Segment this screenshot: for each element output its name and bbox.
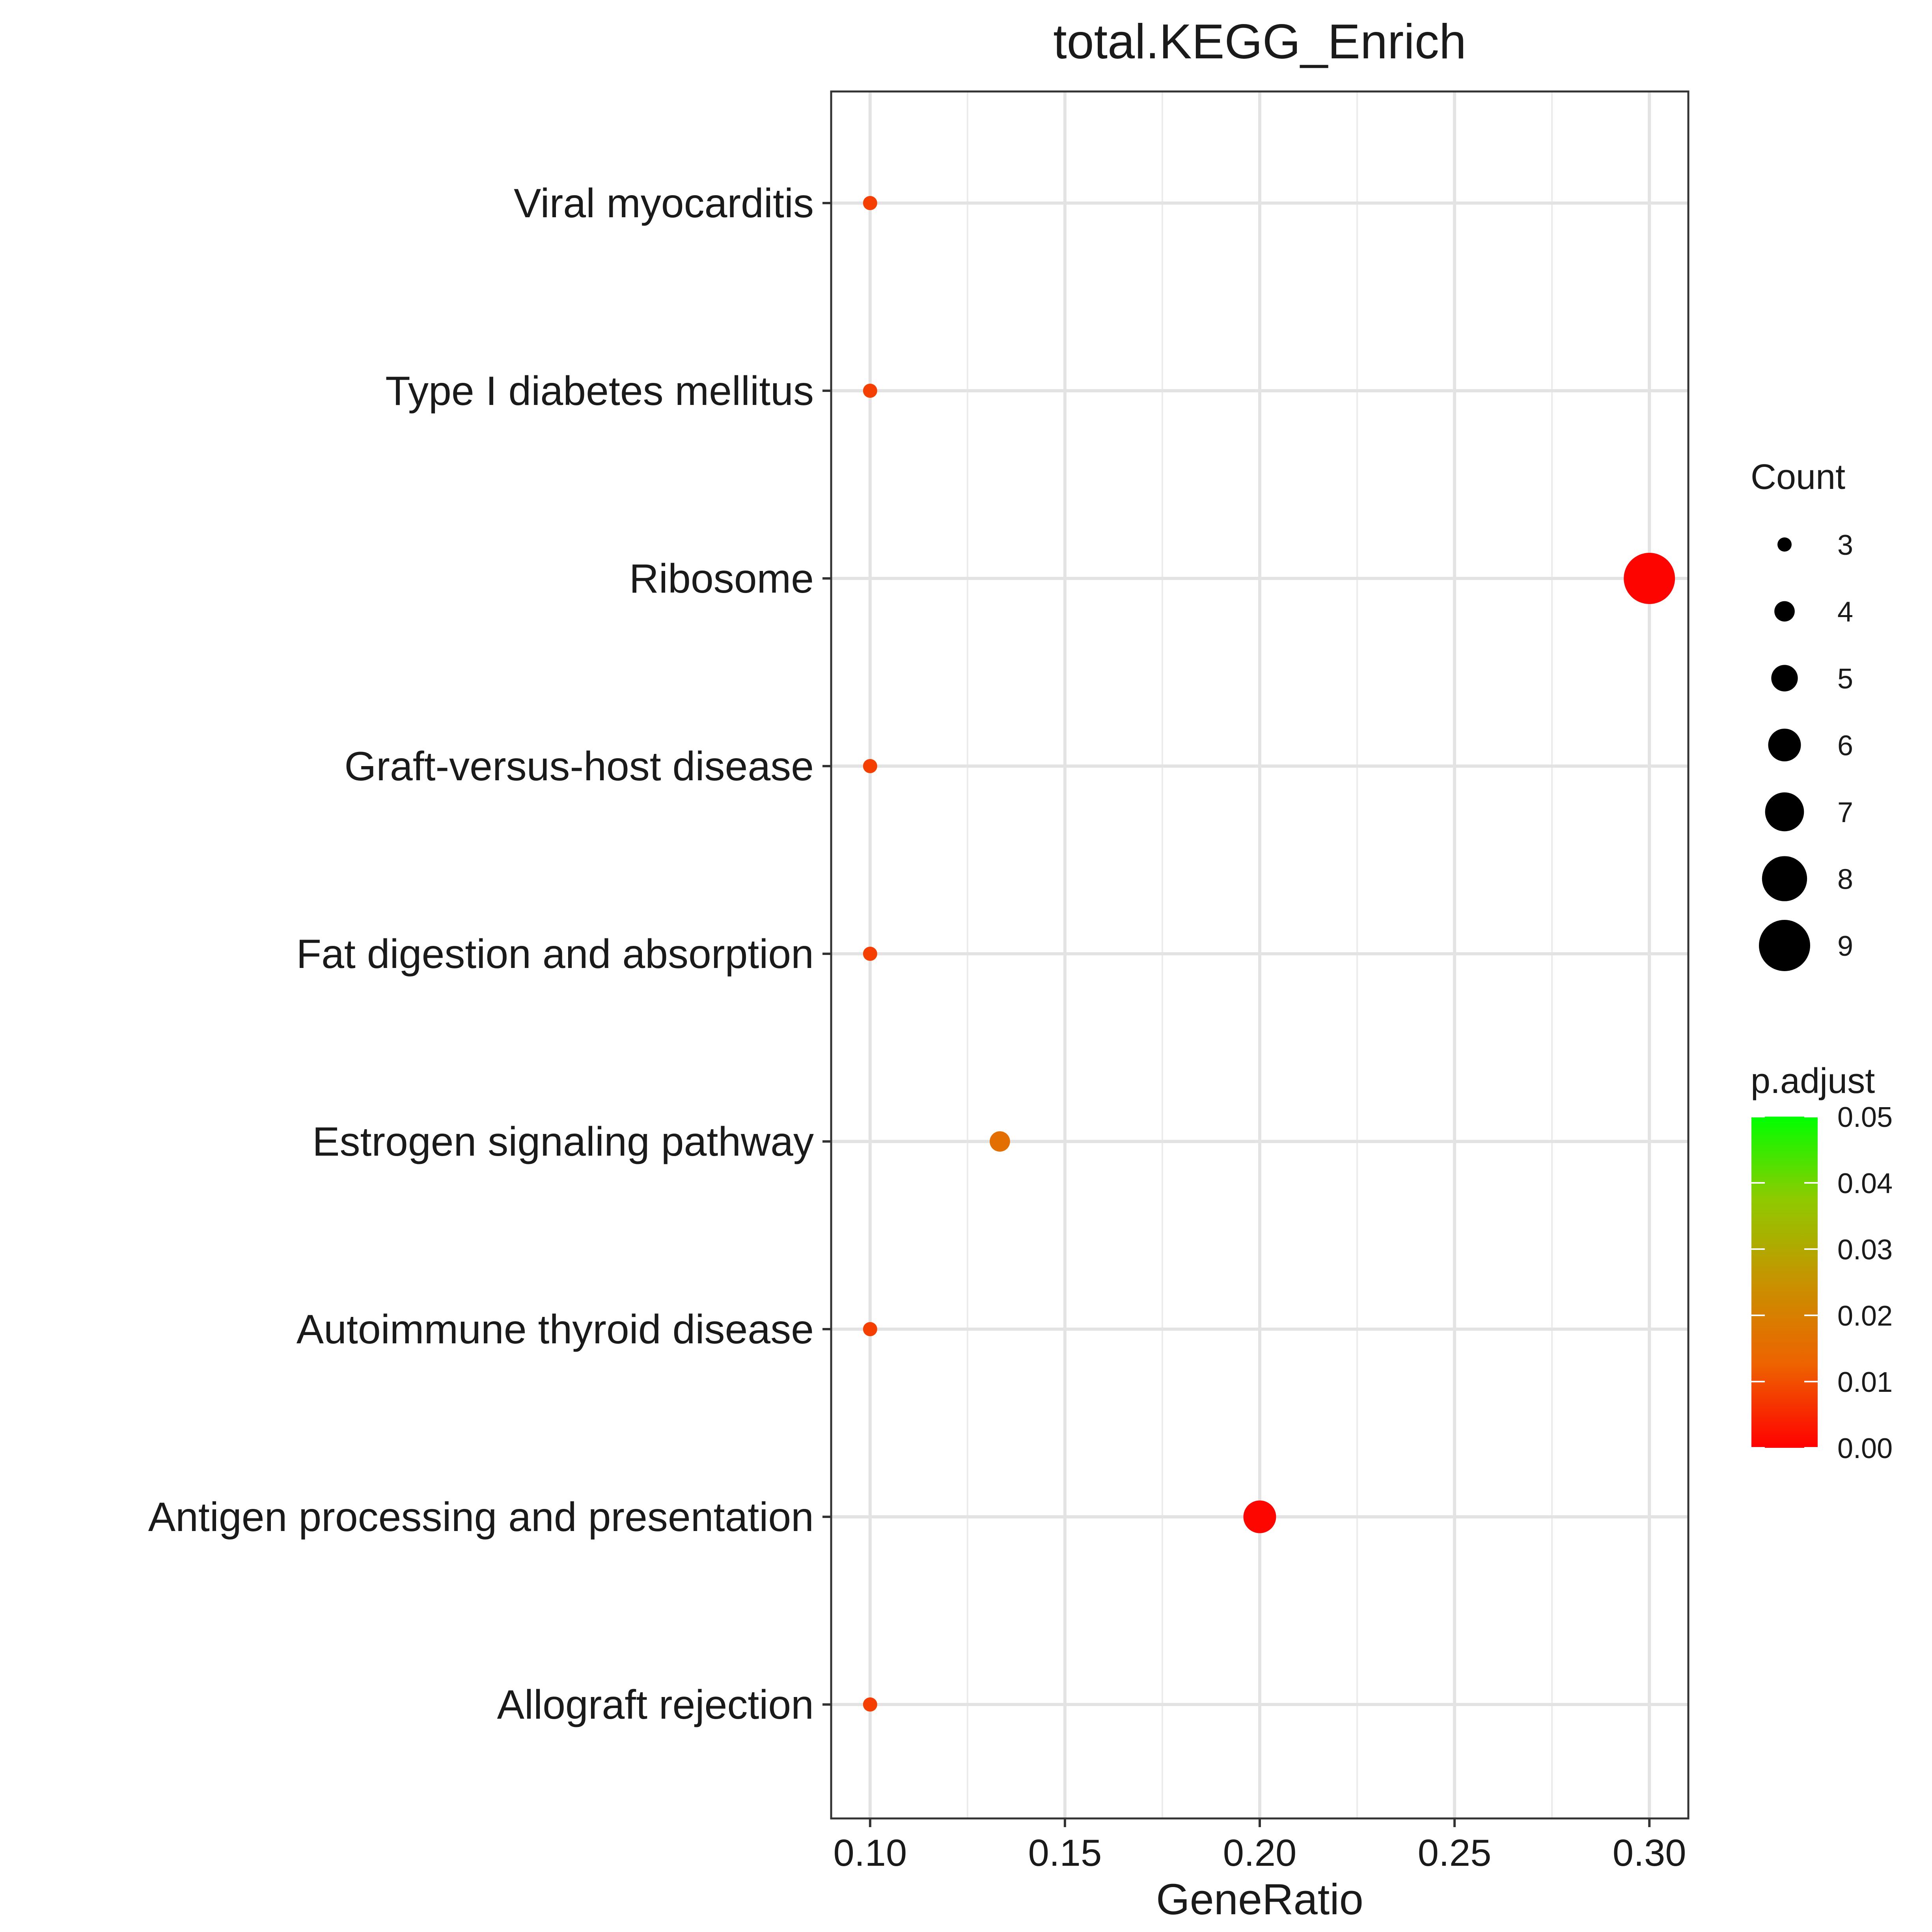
x-axis-label: GeneRatio (1156, 1875, 1363, 1924)
size-legend-dot (1759, 920, 1810, 971)
color-legend: p.adjust 0.05 0.04 0.03 0.02 0.01 0.00 (1751, 1061, 1893, 1464)
y-tick-label: Estrogen signaling pathway (312, 1119, 814, 1165)
color-legend-label: 0.00 (1837, 1433, 1893, 1464)
x-axis: 0.10 0.15 0.20 0.25 0.30 (833, 1818, 1686, 1874)
data-points (863, 196, 1675, 1712)
y-tick-label: Fat digestion and absorption (297, 931, 814, 977)
y-tick-label: Antigen processing and presentation (148, 1494, 814, 1540)
x-tick-label: 0.25 (1418, 1832, 1492, 1874)
color-legend-ticks: 0.05 0.04 0.03 0.02 0.01 0.00 (1751, 1102, 1893, 1464)
data-point (863, 384, 877, 398)
x-tick-label: 0.30 (1613, 1832, 1686, 1874)
color-legend-label: 0.01 (1837, 1367, 1893, 1398)
size-legend-label: 5 (1837, 663, 1853, 695)
grid-lines (831, 91, 1688, 1818)
size-legend: Count 3 4 5 6 7 8 9 (1751, 457, 1853, 971)
size-legend-dot (1768, 729, 1801, 761)
chart-title: total.KEGG_Enrich (1053, 15, 1466, 69)
size-legend-label: 9 (1837, 931, 1853, 962)
color-legend-label: 0.04 (1837, 1168, 1893, 1199)
size-legend-dot (1762, 856, 1807, 901)
color-legend-title: p.adjust (1751, 1061, 1875, 1101)
x-tick-label: 0.20 (1223, 1832, 1297, 1874)
x-tick-label: 0.10 (833, 1832, 907, 1874)
size-legend-dot (1771, 665, 1798, 692)
data-point (1624, 553, 1675, 604)
color-legend-label: 0.05 (1837, 1102, 1893, 1133)
x-tick-label: 0.15 (1028, 1832, 1102, 1874)
size-legend-label: 4 (1837, 597, 1853, 628)
data-point (990, 1131, 1010, 1152)
y-tick-label: Allograft rejection (497, 1682, 814, 1728)
size-legend-label: 3 (1837, 530, 1853, 561)
data-point (863, 759, 877, 773)
size-legend-items: 3 4 5 6 7 8 9 (1759, 530, 1853, 971)
y-tick-label: Graft-versus-host disease (344, 744, 814, 789)
data-point (863, 1697, 877, 1712)
y-tick-label: Viral myocarditis (514, 181, 814, 226)
data-point (1243, 1500, 1276, 1533)
y-tick-label: Type I diabetes mellitus (385, 368, 814, 414)
color-legend-bar (1751, 1117, 1818, 1448)
size-legend-label: 7 (1837, 797, 1853, 828)
y-tick-label: Ribosome (629, 556, 814, 602)
data-point (863, 1322, 877, 1336)
data-point (863, 196, 877, 210)
size-legend-dot (1777, 537, 1792, 552)
data-point (863, 947, 877, 961)
y-tick-label: Autoimmune thyroid disease (297, 1307, 814, 1352)
color-legend-label: 0.02 (1837, 1300, 1893, 1332)
size-legend-label: 6 (1837, 730, 1853, 762)
size-legend-dot (1765, 792, 1804, 832)
size-legend-dot (1774, 601, 1795, 622)
size-legend-title: Count (1751, 457, 1845, 497)
plot-panel (830, 90, 1690, 1820)
y-axis: Viral myocarditis Type I diabetes mellitu… (148, 181, 831, 1728)
color-legend-label: 0.03 (1837, 1234, 1893, 1266)
size-legend-label: 8 (1837, 864, 1853, 895)
